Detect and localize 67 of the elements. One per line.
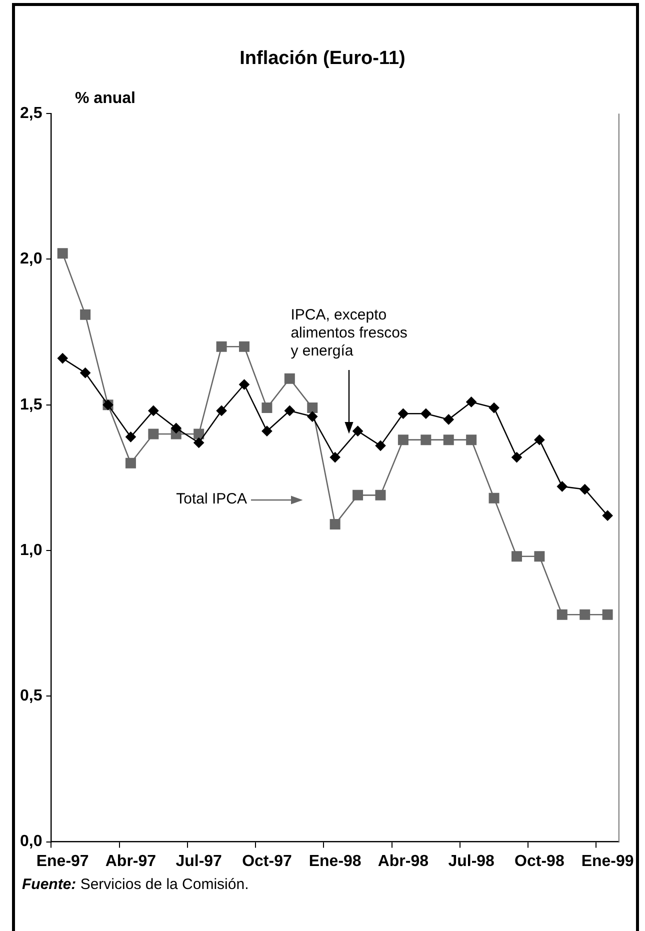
y-tick-label: 0,0 (20, 833, 42, 850)
point (57, 248, 68, 259)
text: IPCA, excepto alimentos frescos y energía (290, 306, 408, 360)
point (488, 402, 500, 413)
point (307, 402, 318, 414)
x-tick-label: Abr-98 (378, 852, 429, 870)
point (375, 490, 386, 500)
y-tick-label: 2,0 (20, 250, 42, 268)
x-tick-label: Oct-97 (242, 852, 292, 870)
point (398, 434, 408, 446)
x-tick-label: Ene-97 (36, 852, 89, 870)
point (216, 406, 227, 416)
point (125, 458, 136, 468)
point (534, 551, 545, 562)
point (580, 484, 590, 494)
x-tick-label: Jul-98 (448, 852, 495, 870)
point (466, 396, 476, 408)
point (330, 519, 340, 530)
y-tick-label: 2,5 (20, 105, 42, 122)
point (488, 492, 500, 504)
point (420, 408, 432, 419)
point (330, 452, 340, 462)
x-tick-label: Jul-97 (176, 852, 222, 870)
point (352, 426, 363, 436)
point (170, 423, 182, 434)
point (443, 434, 454, 446)
point (466, 434, 477, 446)
point (511, 551, 522, 562)
point (420, 434, 432, 446)
y-tick-label: 1,5 (20, 396, 42, 414)
point (148, 428, 159, 440)
point (557, 481, 568, 492)
legend-label: Total IPCA (176, 490, 248, 508)
point (602, 510, 613, 521)
point (262, 426, 272, 436)
y-tick-label: 1,0 (20, 542, 42, 559)
y-axis-title: % anual (75, 90, 136, 108)
x-tick-label: Abr-97 (105, 852, 156, 870)
point (57, 353, 68, 364)
point (148, 406, 159, 416)
point (262, 402, 272, 414)
x-tick-label: Ene-98 (308, 852, 362, 870)
point (284, 406, 295, 416)
point (398, 408, 408, 419)
point (443, 414, 454, 425)
x-tick-label: Ene-99 (581, 852, 634, 870)
point (284, 373, 295, 384)
point (80, 309, 91, 320)
point (239, 379, 250, 390)
point (307, 411, 318, 422)
point (512, 452, 522, 462)
point (375, 440, 386, 451)
point (580, 609, 590, 620)
point (556, 609, 568, 620)
point (216, 341, 227, 352)
point (194, 438, 204, 448)
point (352, 490, 364, 500)
x-tick-label: Oct-98 (514, 852, 564, 870)
point (534, 434, 545, 445)
point (80, 368, 90, 378)
y-tick-label: 0,5 (20, 688, 42, 705)
chart-title: Inflación (Euro-11) (238, 48, 406, 70)
point (239, 341, 250, 352)
point (126, 432, 136, 442)
point (194, 428, 204, 440)
point (602, 609, 613, 620)
source-note: Fuente: Servicios de la Comisión. (22, 876, 249, 893)
